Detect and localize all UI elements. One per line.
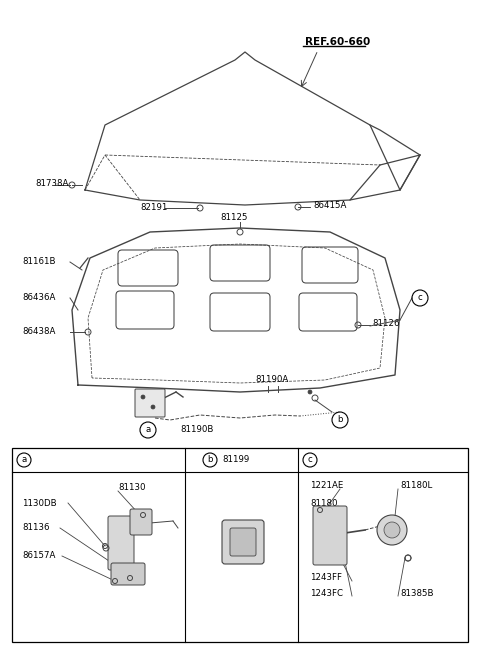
Bar bbox=[12, 448, 468, 642]
Text: 1243FF: 1243FF bbox=[310, 574, 342, 583]
Circle shape bbox=[377, 515, 407, 545]
Text: c: c bbox=[418, 294, 422, 302]
Text: 81190A: 81190A bbox=[255, 376, 288, 384]
Text: REF.60-660: REF.60-660 bbox=[305, 37, 370, 47]
FancyBboxPatch shape bbox=[111, 563, 145, 585]
FancyBboxPatch shape bbox=[313, 506, 347, 565]
Text: 81738A: 81738A bbox=[35, 179, 68, 189]
Text: b: b bbox=[337, 415, 343, 424]
Text: 81190B: 81190B bbox=[180, 426, 214, 434]
Circle shape bbox=[308, 390, 312, 394]
Text: 81161B: 81161B bbox=[22, 258, 56, 267]
Text: 81130: 81130 bbox=[118, 484, 145, 493]
Text: 1130DB: 1130DB bbox=[22, 499, 57, 507]
Text: b: b bbox=[207, 455, 213, 464]
Text: a: a bbox=[145, 426, 151, 434]
Text: 81180: 81180 bbox=[310, 499, 337, 507]
Text: 81126: 81126 bbox=[372, 319, 399, 328]
Text: 86415A: 86415A bbox=[313, 202, 347, 210]
Text: 86438A: 86438A bbox=[22, 327, 55, 336]
Text: 86436A: 86436A bbox=[22, 294, 55, 302]
Text: 82191: 82191 bbox=[140, 202, 168, 212]
Circle shape bbox=[141, 395, 145, 399]
FancyBboxPatch shape bbox=[222, 520, 264, 564]
Text: 81180L: 81180L bbox=[400, 482, 432, 491]
Text: 81125: 81125 bbox=[220, 214, 248, 223]
Text: 86157A: 86157A bbox=[22, 551, 55, 560]
Text: 81136: 81136 bbox=[22, 524, 49, 533]
Circle shape bbox=[151, 405, 155, 409]
FancyBboxPatch shape bbox=[130, 509, 152, 535]
FancyBboxPatch shape bbox=[230, 528, 256, 556]
Circle shape bbox=[384, 522, 400, 538]
Text: 1243FC: 1243FC bbox=[310, 589, 343, 597]
Text: 1221AE: 1221AE bbox=[310, 482, 343, 491]
FancyBboxPatch shape bbox=[108, 516, 134, 570]
FancyBboxPatch shape bbox=[135, 389, 165, 417]
Text: a: a bbox=[22, 455, 26, 464]
Text: 81385B: 81385B bbox=[400, 589, 433, 597]
Text: 81199: 81199 bbox=[222, 455, 249, 464]
Text: c: c bbox=[308, 455, 312, 464]
